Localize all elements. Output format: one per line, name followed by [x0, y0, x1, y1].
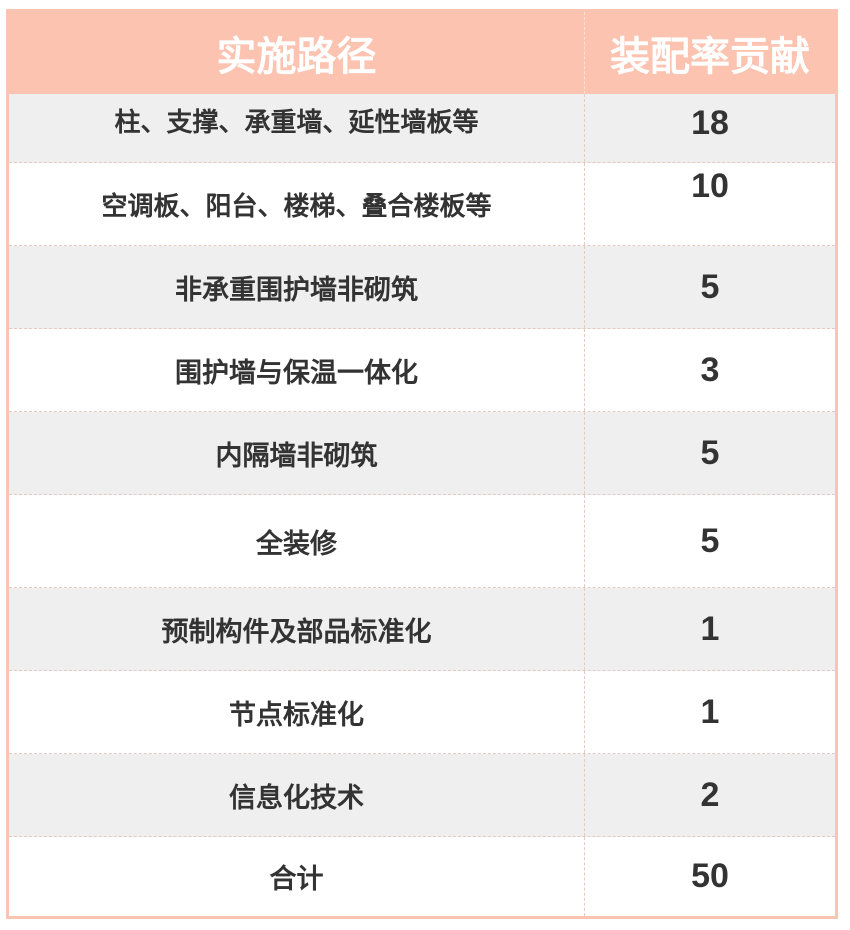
- table-row: 空调板、阳台、楼梯、叠合楼板等 10: [9, 163, 835, 246]
- value-cell: 3: [700, 350, 720, 389]
- path-cell: 柱、支撑、承重墙、延性墙板等: [9, 94, 585, 162]
- path-cell: 空调板、阳台、楼梯、叠合楼板等: [9, 163, 585, 245]
- path-cell: 节点标准化: [9, 671, 585, 753]
- table-row: 全装修 5: [9, 495, 835, 588]
- value-cell: 18: [691, 104, 729, 142]
- value-cell: 2: [700, 775, 720, 814]
- path-cell: 预制构件及部品标准化: [9, 588, 585, 670]
- value-cell: 1: [700, 692, 720, 731]
- path-cell: 合计: [9, 837, 585, 916]
- table-row: 柱、支撑、承重墙、延性墙板等 18: [9, 94, 835, 163]
- path-cell: 非承重围护墙非砌筑: [9, 246, 585, 328]
- path-cell: 内隔墙非砌筑: [9, 412, 585, 494]
- table-row: 预制构件及部品标准化 1: [9, 588, 835, 671]
- table-row: 节点标准化 1: [9, 671, 835, 754]
- value-cell: 10: [691, 167, 729, 205]
- header-contribution: 装配率贡献: [610, 34, 810, 80]
- table-row: 非承重围护墙非砌筑 5: [9, 246, 835, 329]
- header-path: 实施路径: [9, 12, 585, 94]
- value-cell: 1: [700, 609, 720, 648]
- table-row: 合计 50: [9, 837, 835, 916]
- value-cell: 5: [700, 521, 720, 560]
- value-cell: 5: [700, 433, 720, 472]
- value-cell: 50: [691, 857, 729, 895]
- path-cell: 围护墙与保温一体化: [9, 329, 585, 411]
- path-cell: 全装修: [9, 495, 585, 587]
- table-row: 信息化技术 2: [9, 754, 835, 837]
- path-cell: 信息化技术: [9, 754, 585, 836]
- table-row: 围护墙与保温一体化 3: [9, 329, 835, 412]
- table-header: 实施路径 装配率贡献: [9, 12, 835, 94]
- table-row: 内隔墙非砌筑 5: [9, 412, 835, 495]
- value-cell: 5: [700, 267, 720, 306]
- assembly-rate-table: 实施路径 装配率贡献 柱、支撑、承重墙、延性墙板等 18 空调板、阳台、楼梯、叠合楼…: [6, 9, 838, 919]
